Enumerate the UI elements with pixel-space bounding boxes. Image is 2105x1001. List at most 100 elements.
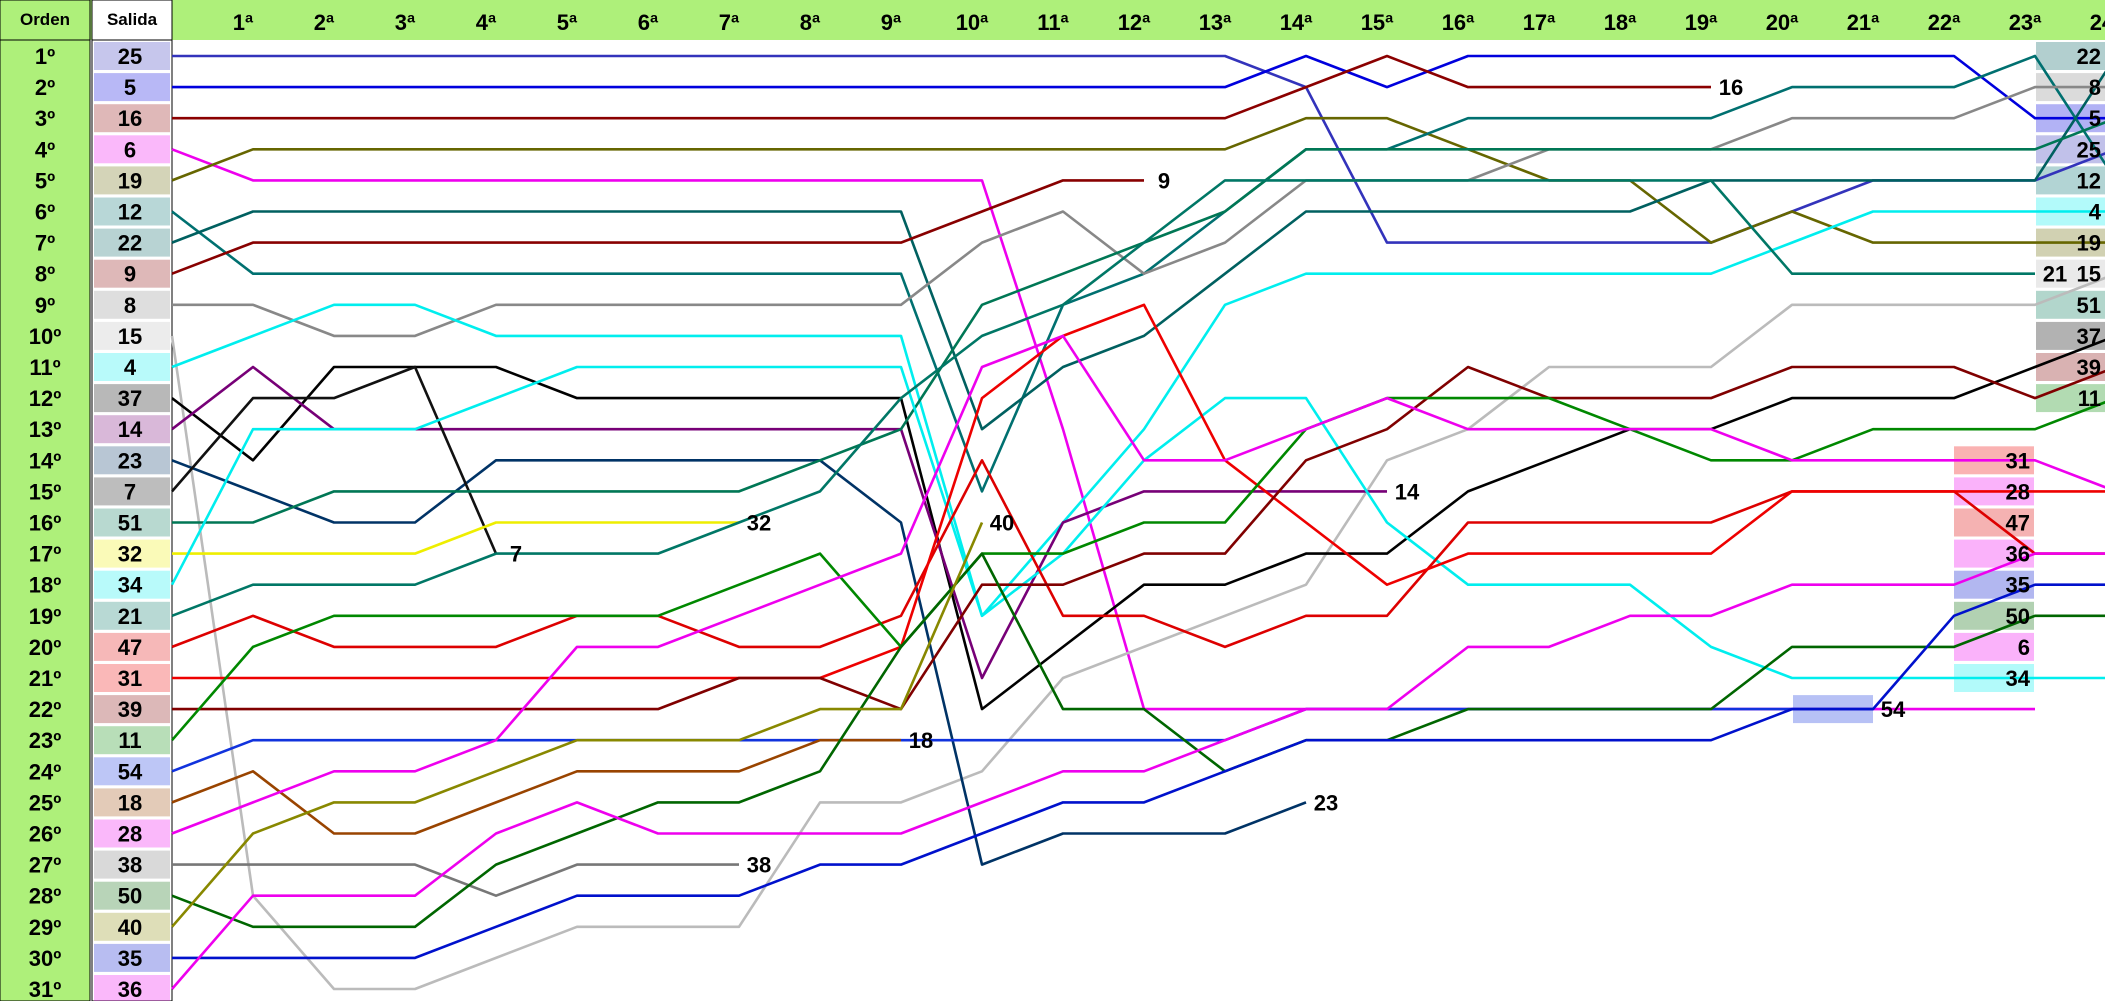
end-label: 4 (2089, 200, 2102, 225)
retire-label: 23 (1314, 790, 1338, 815)
order-label: 17º (29, 542, 62, 567)
start-swatch (94, 632, 170, 661)
series-line (171, 458, 1307, 866)
start-swatch (94, 104, 170, 133)
lap-label: 2ª (314, 10, 335, 35)
start-number: 22 (118, 231, 142, 256)
start-number: 38 (118, 853, 142, 878)
start-swatch (94, 477, 170, 506)
start-swatch (94, 975, 170, 1001)
order-label: 14º (29, 448, 62, 473)
start-swatches: 25 5 16 6 19 12 22 9 8 15 4 37 14 23 7 51 32 34 21 47 31 39 11… (94, 42, 170, 1001)
end-label: 39 (2077, 355, 2101, 380)
series-line (171, 521, 984, 928)
order-label: 8º (35, 262, 55, 287)
lap-label: 18ª (1604, 10, 1637, 35)
end-label: 28 (2006, 479, 2030, 504)
series-line (171, 365, 498, 555)
series-line (170, 365, 2105, 680)
lap-label: 5ª (557, 10, 578, 35)
order-label: 12º (29, 386, 62, 411)
start-number: 19 (118, 168, 142, 193)
series-line (172, 85, 2105, 338)
series-line (171, 70, 2105, 431)
lap-label: 8ª (800, 10, 821, 35)
end-label: 5 (2089, 106, 2101, 131)
lap-label: 19ª (1685, 10, 1718, 35)
end-swatch (2036, 166, 2105, 195)
order-label: 13º (29, 417, 62, 442)
order-label: 22º (29, 697, 62, 722)
end-label: 36 (2006, 542, 2030, 567)
start-swatch (94, 384, 170, 413)
order-labels: 1º 2º 3º 4º 5º 6º 7º 8º 9º 10º 11º 12º 13º 14º 15º 16º 1… (29, 44, 62, 1001)
retire-label: 7 (510, 542, 522, 567)
start-number: 51 (118, 511, 142, 536)
series-labels: 22 8 5 25 12 4 19 15 51 37 39 11 31 28 47 36 35 50 6 34 16 9 2… (510, 44, 2102, 878)
end-label: 37 (2077, 324, 2101, 349)
start-header: Salida (107, 10, 158, 29)
series-line (172, 521, 739, 555)
start-swatch (94, 695, 170, 724)
order-label: 7º (35, 231, 55, 256)
start-number: 21 (118, 604, 142, 629)
start-swatch (94, 943, 170, 972)
series-line (172, 863, 739, 898)
start-swatch (94, 508, 170, 537)
start-number: 35 (118, 946, 142, 971)
start-swatch (94, 570, 170, 599)
series-line (171, 334, 2105, 835)
start-swatch (94, 726, 170, 755)
start-number: 28 (118, 822, 142, 847)
order-label: 4º (35, 137, 55, 162)
lap-label: 23ª (2009, 10, 2042, 35)
order-label: 18º (29, 573, 62, 598)
lap-label: 15ª (1361, 10, 1394, 35)
series-line (171, 338, 2105, 711)
end-label: 15 (2077, 262, 2101, 287)
series-lines (170, 54, 2105, 991)
order-label: 31º (29, 977, 62, 1001)
end-swatch (1954, 570, 2034, 599)
start-swatch (94, 166, 170, 195)
end-label: 11 (2078, 386, 2101, 411)
order-label: 16º (29, 511, 62, 536)
start-swatch (94, 664, 170, 692)
end-label: 12 (2077, 168, 2101, 193)
order-label: 28º (29, 884, 62, 909)
series-line (170, 276, 2105, 991)
lap-headers: 1ª 2ª 3ª 4ª 5ª 6ª 7ª 8ª 9ª 10ª 11ª 12ª 13ª 14ª 15ª 16ª 1… (233, 10, 2105, 35)
start-number: 18 (118, 790, 142, 815)
start-number: 16 (118, 106, 142, 131)
lap-label: 3ª (395, 10, 416, 35)
order-label: 27º (29, 853, 62, 878)
start-number: 9 (124, 262, 136, 287)
start-swatch (94, 321, 170, 350)
end-swatch (1954, 632, 2034, 661)
end-label: 47 (2006, 511, 2030, 536)
series-line (171, 552, 2105, 929)
series-line (172, 303, 2105, 680)
end-label: 22 (2077, 44, 2101, 69)
retire-label: 32 (747, 511, 771, 536)
start-number: 4 (124, 355, 137, 380)
start-swatch (94, 73, 170, 102)
start-swatch (94, 197, 170, 226)
end-swatch (1954, 601, 2034, 630)
retire-label: 21 (2043, 262, 2067, 287)
end-label: 25 (2077, 137, 2101, 162)
series-line (171, 116, 2105, 244)
retire-label: 40 (990, 511, 1014, 536)
lap-label: 21ª (1847, 10, 1880, 35)
order-label: 2º (35, 75, 55, 100)
retire-label: 54 (1881, 697, 1906, 722)
start-number: 8 (124, 293, 136, 318)
lap-label: 11ª (1037, 10, 1069, 35)
order-label: 6º (35, 200, 55, 225)
start-swatch (94, 788, 170, 817)
series-line (171, 179, 1144, 275)
end-swatch (1954, 539, 2034, 568)
lap-label: 16ª (1442, 10, 1475, 35)
order-header: Orden (20, 10, 70, 29)
lap-label: 12ª (1118, 10, 1151, 35)
